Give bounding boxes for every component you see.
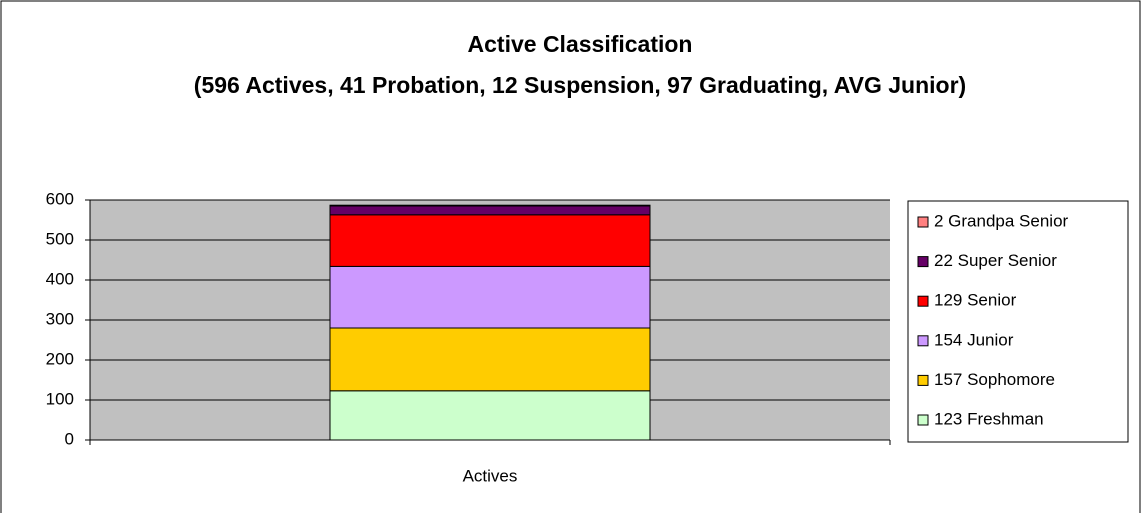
legend-label: 154 Junior — [934, 330, 1014, 349]
legend-label: 123 Freshman — [934, 409, 1044, 428]
y-tick-label: 600 — [46, 189, 74, 208]
y-tick-label: 200 — [46, 349, 74, 368]
chart-title: Active Classification — [467, 31, 693, 57]
bar-segment — [329, 265, 651, 329]
y-tick-label: 400 — [46, 269, 74, 288]
legend-swatch — [917, 256, 929, 268]
legend-label: 157 Sophomore — [934, 370, 1055, 389]
chart-subtitle: (596 Actives, 41 Probation, 12 Suspensio… — [193, 72, 967, 98]
bar-segment — [329, 390, 651, 441]
titles: Active Classification (596 Actives, 41 P… — [130, 24, 1030, 106]
legend-swatch — [917, 414, 929, 426]
y-tick-label: 500 — [46, 229, 74, 248]
legend-label: 2 Grandpa Senior — [934, 211, 1069, 230]
bar-segment — [329, 205, 651, 216]
legend-label: 22 Super Senior — [934, 251, 1057, 270]
legend-label: 129 Senior — [934, 291, 1017, 310]
y-tick-label: 0 — [65, 429, 74, 448]
y-tick-label: 300 — [46, 309, 74, 328]
legend-swatch — [917, 374, 929, 386]
x-tick-label: Actives — [463, 466, 518, 485]
legend-swatch — [917, 335, 929, 347]
legend-box — [907, 200, 1129, 443]
legend-swatch — [917, 216, 929, 228]
bar-segment — [329, 214, 651, 267]
y-tick-label: 100 — [46, 389, 74, 408]
legend-swatch — [917, 295, 929, 307]
bar-segment — [329, 327, 651, 392]
bar-segment — [329, 204, 651, 207]
